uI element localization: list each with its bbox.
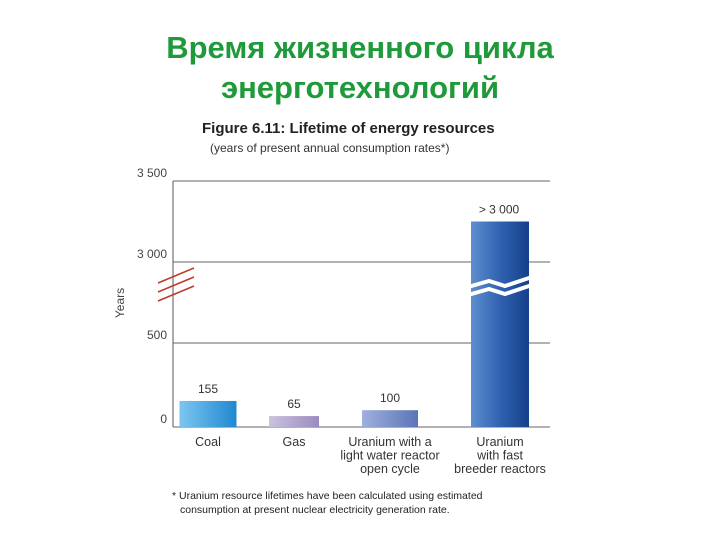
x-category-label: Uranium with a	[348, 435, 431, 449]
y-tick-label: 3 000	[137, 247, 167, 261]
y-axis-label: Years	[113, 288, 127, 318]
slide-title-line-2: энерготехнологий	[220, 70, 500, 105]
bar-3	[471, 221, 529, 427]
axis-break-mark	[157, 276, 195, 293]
data-label: 65	[287, 397, 301, 411]
data-label: > 3 000	[479, 203, 520, 217]
data-label: 155	[198, 382, 218, 396]
bar-2	[362, 410, 418, 427]
x-category-label: with fast	[476, 449, 523, 463]
axis-break-mark	[157, 267, 195, 284]
bar-0	[179, 400, 237, 427]
x-category-label: Coal	[195, 435, 221, 449]
x-category-label: breeder reactors	[454, 462, 546, 476]
footnote-line-1: * Uranium resource lifetimes have been c…	[172, 490, 483, 502]
slide-title-line-1: Время жизненного цикла	[166, 30, 554, 65]
x-category-label: light water reactor	[340, 449, 439, 463]
bar-break-mark	[467, 275, 533, 289]
x-category-label: open cycle	[360, 462, 420, 476]
x-category-label: Uranium	[476, 435, 523, 449]
y-tick-label: 0	[160, 412, 167, 426]
footnote: * Uranium resource lifetimes have been c…	[172, 489, 552, 517]
bar-break-mark	[467, 283, 533, 297]
x-category-label: Gas	[283, 435, 306, 449]
footnote-line-2: consumption at present nuclear electrici…	[180, 504, 450, 516]
figure-title: Figure 6.11: Lifetime of energy resource…	[202, 120, 495, 137]
figure-subtitle: (years of present annual consumption rat…	[210, 141, 450, 155]
data-label: 100	[380, 391, 400, 405]
slide-title: Время жизненного цикла энерготехнологий	[0, 28, 720, 108]
bar-1	[269, 416, 319, 427]
y-tick-label: 3 500	[137, 166, 167, 180]
y-tick-label: 500	[147, 328, 167, 342]
axis-break-mark	[157, 285, 195, 302]
